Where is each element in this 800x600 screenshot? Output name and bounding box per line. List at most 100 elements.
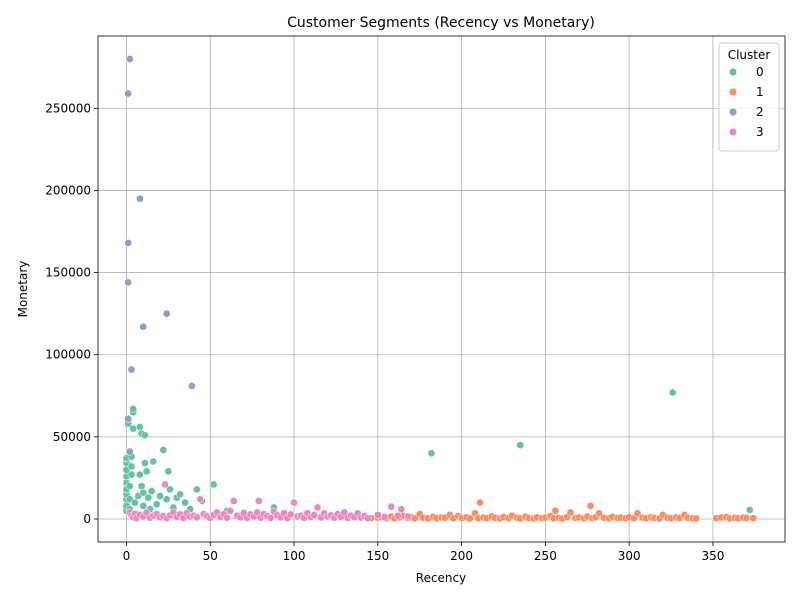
legend-label: 2 [756, 105, 764, 119]
legend-marker [728, 87, 738, 97]
data-point [127, 470, 136, 479]
data-point [149, 457, 158, 466]
x-tick-label: 150 [366, 549, 389, 563]
x-axis: 0 50 100 150 200 250 300 350 [123, 542, 724, 563]
data-point [139, 322, 148, 331]
data-point [363, 514, 372, 523]
data-point [125, 482, 134, 490]
data-point [124, 278, 133, 287]
data-point [633, 509, 642, 518]
data-point [380, 513, 389, 521]
data-point [397, 505, 406, 513]
data-point [136, 194, 144, 203]
data-point [310, 511, 319, 519]
data-point [142, 467, 151, 476]
data-point [749, 514, 758, 523]
data-point [127, 462, 136, 471]
legend-label: 3 [756, 125, 764, 139]
data-point [139, 502, 148, 510]
x-tick-label: 350 [701, 549, 724, 563]
data-point [404, 512, 412, 521]
data-point [129, 405, 138, 413]
data-point [476, 498, 484, 507]
data-point [162, 495, 171, 504]
data-point [226, 506, 235, 515]
data-point [290, 498, 298, 507]
x-tick-label: 0 [123, 549, 131, 563]
x-tick-label: 200 [450, 549, 473, 563]
legend-label: 0 [756, 65, 764, 79]
data-point [692, 514, 701, 523]
data-point [193, 513, 201, 522]
data-point [466, 514, 474, 523]
data-point [139, 488, 148, 497]
x-tick-label: 250 [534, 549, 557, 563]
legend-marker [728, 107, 738, 117]
data-point [136, 423, 144, 431]
data-point [286, 510, 295, 519]
x-tick-label: 50 [203, 549, 218, 563]
data-point [229, 497, 238, 505]
data-point [266, 514, 275, 522]
y-tick-label: 150000 [45, 266, 91, 280]
data-point [129, 424, 138, 433]
data-point [152, 500, 161, 509]
data-point [427, 449, 436, 458]
data-point [313, 503, 322, 512]
data-point [141, 459, 149, 467]
data-point [147, 487, 156, 495]
data-point [745, 506, 754, 514]
data-point [125, 447, 134, 456]
y-tick-label: 50000 [53, 430, 91, 444]
data-point [181, 498, 189, 507]
data-point [209, 480, 218, 489]
legend-marker [728, 127, 738, 137]
data-point [516, 441, 525, 449]
data-point [159, 446, 168, 454]
data-point [387, 502, 396, 511]
plot-frame [97, 35, 786, 543]
data-point [136, 470, 144, 479]
data-point [196, 495, 205, 504]
data-point [124, 414, 133, 423]
x-axis-label: Recency [416, 571, 466, 585]
data-point [551, 506, 560, 515]
data-point [394, 511, 402, 520]
y-tick-label: 100000 [45, 348, 91, 362]
data-point [340, 508, 349, 517]
data-point [127, 365, 136, 374]
data-point [668, 388, 677, 397]
legend-marker [728, 67, 738, 77]
data-point [161, 480, 169, 489]
data-point [187, 382, 196, 390]
y-axis: 0 50000 100000 150000 200000 250000 [45, 101, 98, 526]
legend-label: 1 [756, 85, 764, 99]
chart-title: Customer Segments (Recency vs Monetary) [287, 15, 595, 31]
data-point [124, 89, 133, 98]
y-tick-label: 250000 [45, 101, 91, 115]
data-point [255, 497, 263, 505]
data-point [223, 513, 231, 522]
data-point [141, 431, 149, 440]
series-3 [125, 480, 412, 523]
x-tick-label: 300 [618, 549, 641, 563]
data-points [122, 55, 758, 523]
data-point [131, 498, 139, 507]
data-point [144, 493, 153, 502]
data-point [162, 309, 171, 318]
data-point [595, 509, 603, 518]
data-point [193, 485, 201, 494]
data-point [166, 485, 174, 494]
data-point [373, 511, 382, 519]
data-point [742, 514, 751, 522]
x-tick-label: 100 [283, 549, 306, 563]
y-axis-label: Monetary [16, 261, 30, 318]
data-point [586, 502, 595, 510]
y-tick-label: 200000 [45, 183, 91, 197]
data-point [176, 490, 184, 499]
data-point [125, 55, 134, 63]
data-point [124, 239, 133, 247]
legend: Cluster 0 1 2 3 [718, 42, 780, 152]
series-2 [124, 55, 196, 456]
